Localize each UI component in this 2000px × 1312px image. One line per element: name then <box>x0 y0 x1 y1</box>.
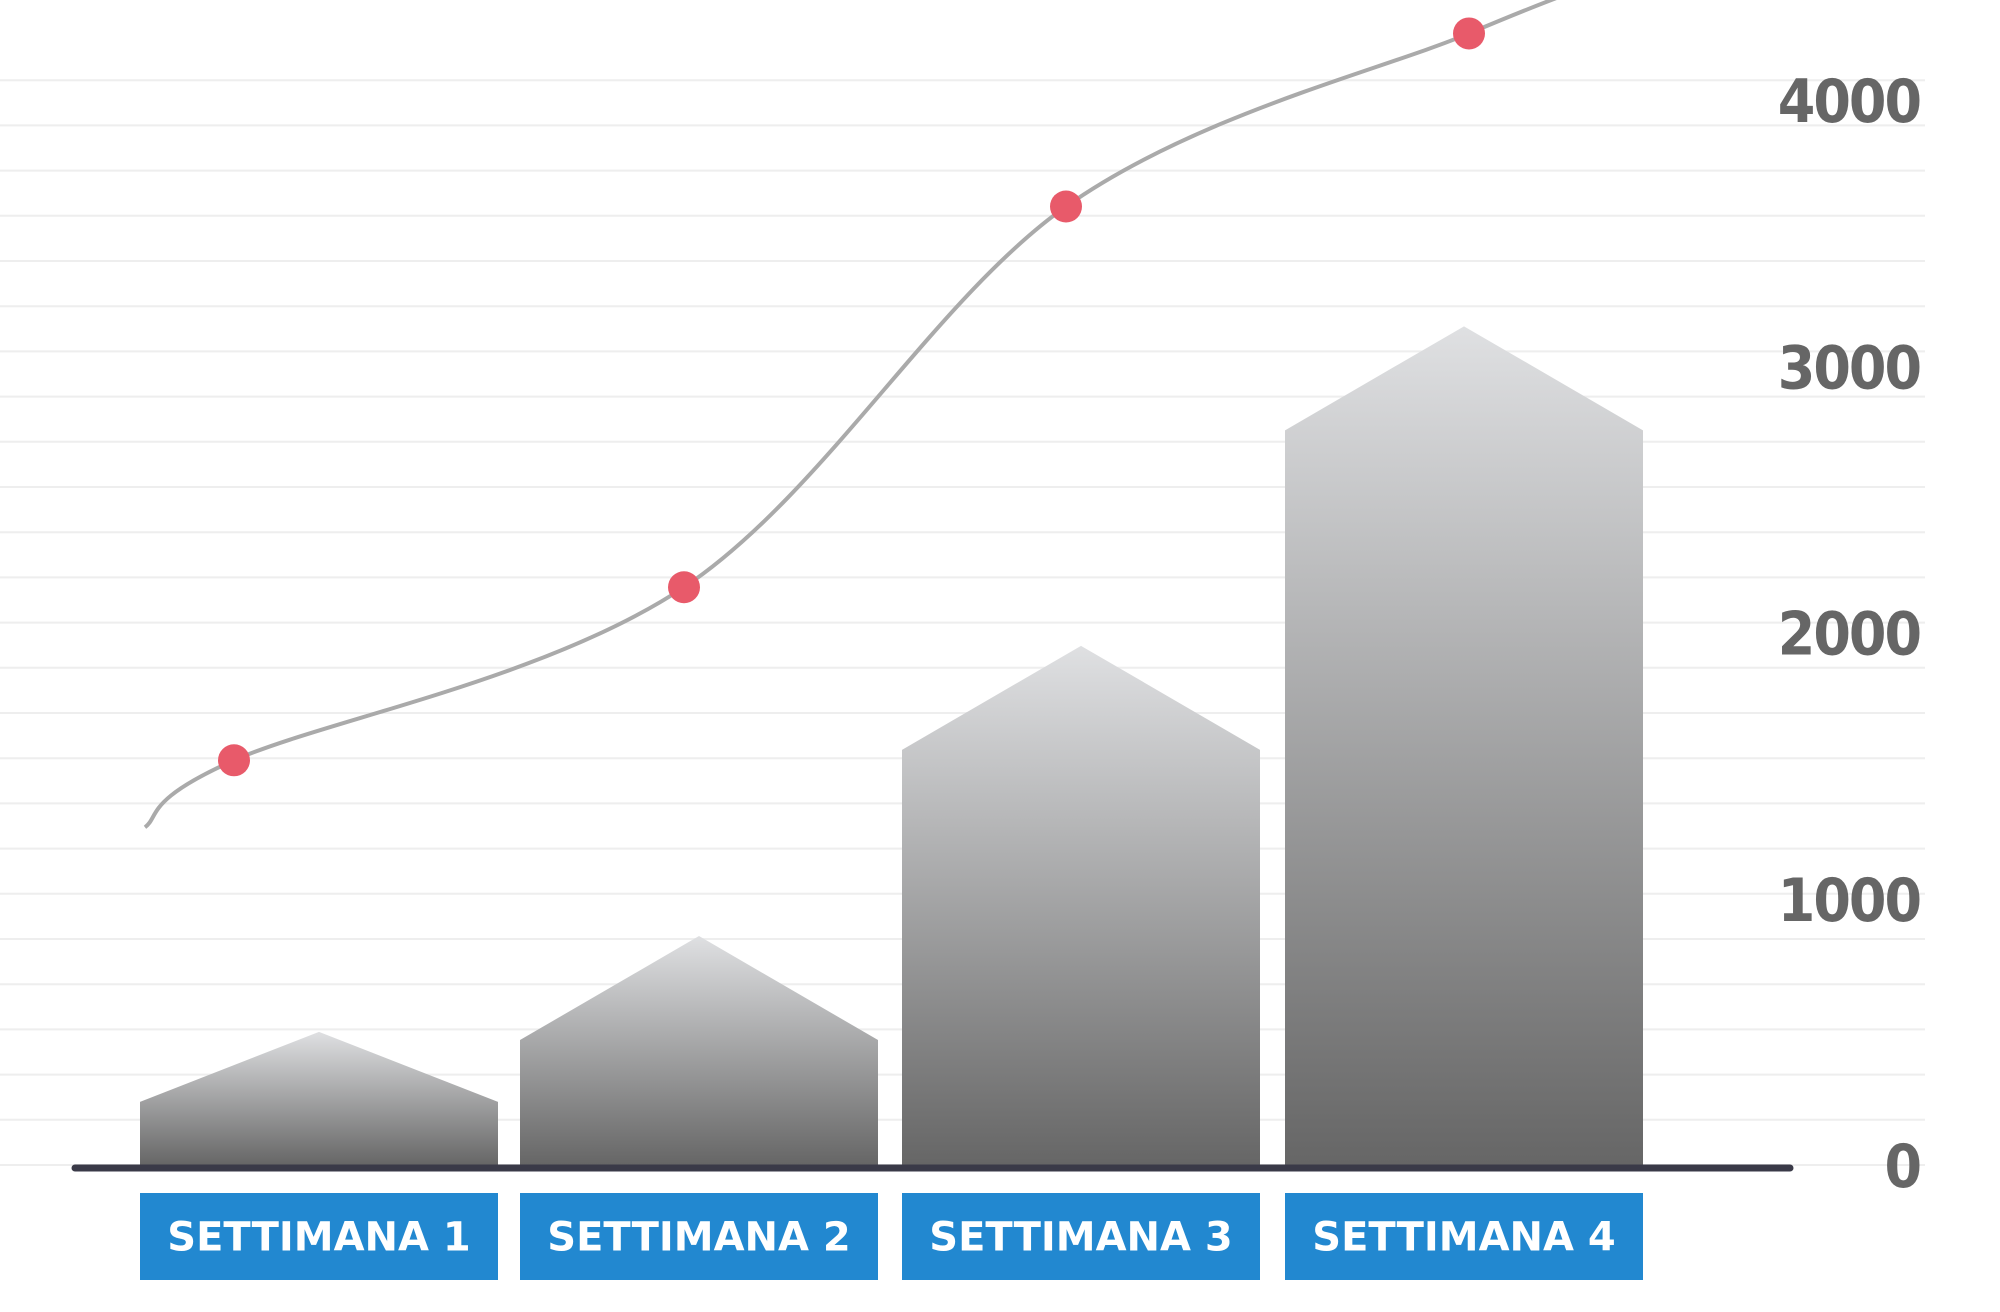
y-tick-label: 0 <box>1884 1132 1920 1202</box>
x-tick-label: SETTIMANA 2 <box>547 1215 850 1261</box>
x-label-box-1 <box>140 1193 498 1280</box>
bar-series <box>140 326 1643 1165</box>
y-tick-label: 3000 <box>1778 333 1920 403</box>
bar-4 <box>1285 326 1643 1165</box>
y-tick-label: 1000 <box>1778 866 1920 936</box>
trend-line <box>143 0 1557 829</box>
line-series <box>143 0 1557 829</box>
bar-2 <box>520 936 878 1165</box>
bar-1 <box>140 1031 498 1165</box>
x-label-box-4 <box>1285 1193 1643 1280</box>
x-tick-label: SETTIMANA 1 <box>167 1215 470 1261</box>
y-tick-label: 4000 <box>1778 67 1920 137</box>
line-point-4 <box>1453 17 1485 50</box>
line-point-1 <box>218 744 250 777</box>
line-point-2 <box>668 571 700 604</box>
axes: 0 1000 2000 3000 4000 SETTIMANA 1 SETTIMANA 2 S… <box>71 67 1922 1280</box>
bar-3 <box>902 645 1260 1165</box>
x-label-box-3 <box>902 1193 1260 1280</box>
x-tick-label: SETTIMANA 3 <box>929 1215 1232 1261</box>
x-tick-label: SETTIMANA 4 <box>1312 1215 1615 1261</box>
y-tick-label: 2000 <box>1778 600 1920 670</box>
x-label-box-2 <box>520 1193 878 1280</box>
line-point-3 <box>1050 190 1082 223</box>
